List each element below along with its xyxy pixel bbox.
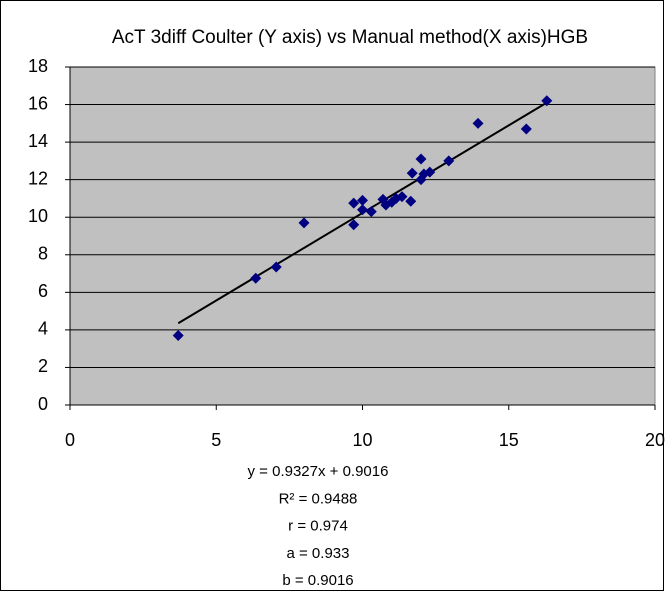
x-tick-label: 10 [352,430,372,450]
data-point [298,217,310,229]
data-point [357,194,368,206]
data-point [415,153,427,165]
chart-title: AcT 3diff Coulter (Y axis) vs Manual met… [112,27,588,48]
data-point [365,206,377,218]
data-point [541,95,553,107]
annotation: r = 0.974 [288,518,348,535]
data-point [270,261,282,273]
data-point [348,219,360,231]
y-tick-label: 8 [38,244,48,264]
data-point [405,195,417,207]
annotation: y = 0.9327x + 0.9016 [248,463,389,480]
data-point [406,167,418,179]
y-tick-label: 14 [28,131,48,151]
y-tick-label: 6 [38,281,48,301]
y-tick-label: 16 [28,93,48,113]
data-point [396,191,408,203]
y-tick-label: 10 [28,206,48,226]
data-point [472,117,484,129]
x-tick-label: 0 [65,430,75,450]
x-tick-label: 15 [499,430,519,450]
y-tick-label: 4 [38,319,48,339]
data-point [520,123,532,135]
data-point [424,166,436,178]
y-tick-label: 12 [28,168,48,188]
annotation: a = 0.933 [287,545,350,562]
annotation: R² = 0.9488 [279,490,358,507]
data-point [348,197,360,209]
y-tick-label: 18 [28,56,48,76]
x-tick-label: 5 [211,430,221,450]
x-tick-label: 20 [645,430,665,450]
data-point [172,330,184,342]
data-point [357,204,368,216]
y-tick-label: 0 [38,394,48,414]
y-tick-label: 2 [38,356,48,376]
annotation: b = 0.9016 [282,572,353,589]
data-point [443,155,455,167]
plot-area [69,66,656,406]
data-point [250,272,262,284]
